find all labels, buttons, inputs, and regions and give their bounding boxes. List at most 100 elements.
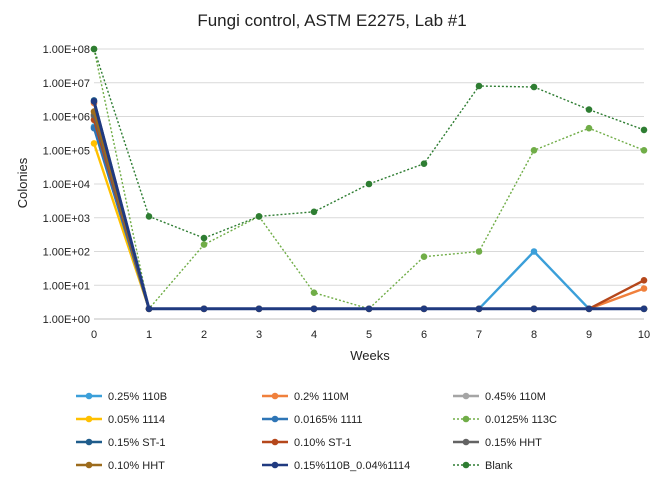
legend-label: 0.0165% 1111 [294,414,363,426]
x-tick-label: 0 [91,329,97,341]
x-axis-title: Weeks [350,348,390,363]
data-point [365,305,373,313]
series-layer [90,45,648,313]
x-tick-label: 1 [146,329,152,341]
legend-label: 0.2% 110M [294,391,349,403]
x-tick-label: 7 [476,329,482,341]
y-tick-label: 1.00E+00 [43,314,90,326]
data-point [640,285,648,292]
x-tick-label: 5 [366,329,372,341]
y-axis-ticks: 1.00E+00 1.00E+01 1.00E+02 1.00E+03 1.00E+04… [43,44,90,326]
data-point [420,253,428,260]
data-point [640,305,648,313]
data-point [365,180,373,188]
x-tick-label: 2 [201,329,207,341]
legend-item: Blank [453,460,513,472]
legend-swatch-marker [462,415,470,423]
legend-label: 0.15% ST-1 [108,437,165,449]
legend-label: 0.05% 1114 [108,414,165,426]
legend-item: 0.25% 110B [76,391,167,403]
legend-item: 0.10% ST-1 [262,437,351,449]
data-point [145,305,153,313]
x-tick-label: 6 [421,329,427,341]
data-point [640,147,648,154]
series-5 [90,45,648,313]
x-tick-label: 8 [531,329,537,341]
data-point [310,208,318,216]
legend-swatch-marker [271,392,279,400]
data-point [530,248,538,255]
y-tick-label: 1.00E+01 [43,280,90,292]
series-10 [90,98,648,313]
data-point [530,305,538,313]
data-point [530,147,538,154]
legend-swatch-marker [462,461,470,469]
y-tick-label: 1.00E+06 [43,112,90,124]
legend-label: 0.15% HHT [485,437,542,449]
chart-title: Fungi control, ASTM E2275, Lab #1 [197,11,466,30]
legend-label: 0.15%110B_0.04%1114 [294,460,410,472]
data-point [255,213,263,220]
x-tick-label: 9 [586,329,592,341]
legend-item: 0.0125% 113C [453,414,557,426]
data-point [200,234,208,242]
data-point [90,140,98,147]
series-line [92,101,644,311]
series-6 [90,97,648,313]
legend-item: 0.45% 110M [453,391,546,403]
legend-label: 0.0125% 113C [485,414,557,426]
legend-item: 0.2% 110M [262,391,349,403]
series-3 [90,140,648,313]
legend-label: Blank [485,460,513,472]
legend-swatch-marker [271,438,279,446]
legend: 0.25% 110B 0.2% 110M 0.45% 110M 0.05% 1114 0… [76,391,557,472]
y-tick-label: 1.00E+05 [43,145,90,157]
y-tick-label: 1.00E+07 [43,78,90,90]
y-tick-label: 1.00E+03 [43,213,90,225]
legend-swatch-marker [271,461,279,469]
data-point [200,241,208,248]
x-axis-ticks: 0 1 2 3 4 5 6 7 8 9 10 [91,329,650,341]
y-tick-label: 1.00E+02 [43,247,90,259]
data-point [310,289,318,297]
legend-item: 0.15% HHT [453,437,542,449]
data-point [90,45,98,53]
y-tick-label: 1.00E+08 [43,44,90,56]
data-point [475,248,483,255]
legend-swatch-marker [85,438,93,446]
data-point [530,83,538,91]
data-point [420,305,428,313]
series-11 [90,45,648,242]
series-1 [90,99,648,313]
legend-swatch-marker [85,392,93,400]
legend-swatch-marker [462,438,470,446]
data-point [475,82,483,90]
legend-swatch-marker [462,392,470,400]
data-point [640,277,648,284]
y-tick-label: 1.00E+04 [43,179,90,191]
legend-label: 0.45% 110M [485,391,546,403]
legend-label: 0.25% 110B [108,391,167,403]
series-line [93,48,645,239]
legend-swatch-marker [85,461,93,469]
grid [94,48,644,286]
series-line [92,143,644,310]
data-point [585,106,593,113]
y-axis-title: Colonies [15,157,30,208]
x-tick-label: 3 [256,329,262,341]
legend-item: 0.05% 1114 [76,414,165,426]
data-point [585,124,593,132]
legend-label: 0.10% ST-1 [294,437,351,449]
data-point [90,98,98,105]
data-point [640,126,648,134]
legend-item: 0.10% HHT [76,460,165,472]
x-tick-label: 4 [311,329,317,341]
series-line [92,102,645,310]
legend-item: 0.15% ST-1 [76,437,165,449]
data-point [255,305,263,313]
data-point [475,305,483,313]
legend-item: 0.15%110B_0.04%1114 [262,460,410,472]
data-point [145,213,153,220]
series-line [93,48,645,310]
